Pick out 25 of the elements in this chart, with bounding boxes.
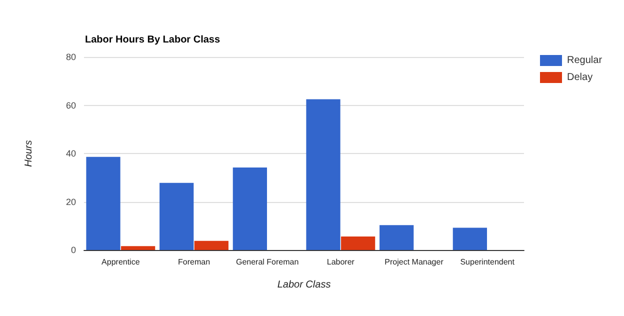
y-tick-label: 80 [66, 52, 76, 62]
bar [232, 167, 267, 250]
x-tick-label: General Foreman [236, 258, 299, 266]
y-tick-label: 60 [66, 100, 76, 110]
bar [121, 246, 156, 250]
y-tick-label: 0 [70, 245, 76, 255]
bar [194, 240, 228, 250]
chart-title: Labor Hours By Labor Class [85, 34, 220, 46]
bar [380, 225, 414, 250]
legend-label: Regular [567, 55, 603, 66]
x-axis-title: Labor Class [277, 280, 331, 290]
bar [306, 99, 340, 250]
bar [160, 182, 194, 250]
x-tick-label: Laborer [326, 258, 355, 266]
x-tick-label: Project Manager [384, 258, 444, 266]
bar [86, 156, 120, 250]
x-tick-label: Superintendent [460, 258, 516, 266]
y-tick-label: 40 [66, 148, 76, 158]
x-tick-label: Foreman [178, 258, 210, 266]
x-tick-label: Apprentice [102, 258, 140, 266]
y-tick-label: 20 [66, 196, 76, 207]
bar [452, 228, 487, 250]
y-axis-title: Hours [24, 140, 34, 167]
legend-label: Delay [567, 72, 593, 83]
bar [341, 236, 376, 250]
